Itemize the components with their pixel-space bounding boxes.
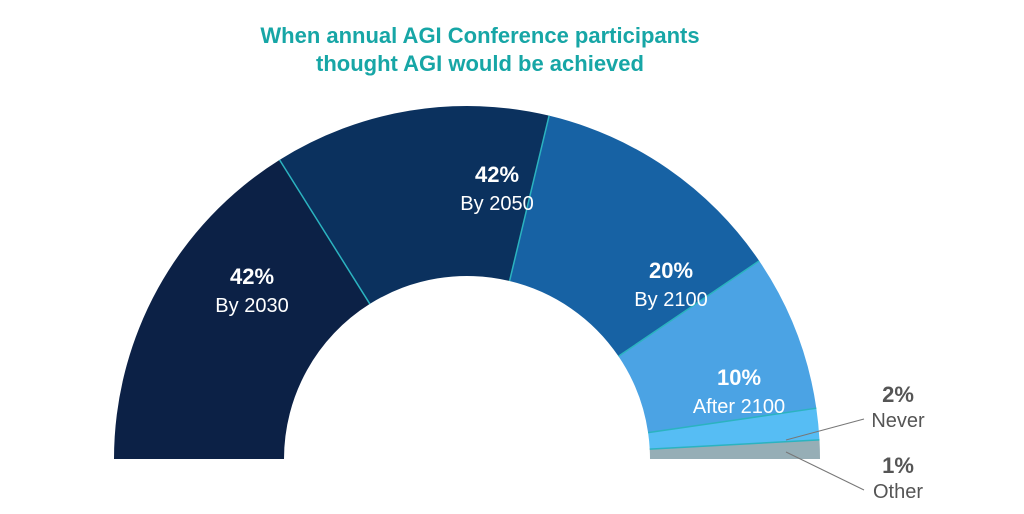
data-label-percent-other: 1% xyxy=(882,453,914,478)
data-label-percent-by-2030: 42% xyxy=(230,264,274,289)
slice-by-2100 xyxy=(509,115,760,357)
data-label-percent-after-2100: 10% xyxy=(717,365,761,390)
slice-separator xyxy=(649,439,820,450)
slice-by-2050 xyxy=(279,106,550,304)
data-label-percent-by-2100: 20% xyxy=(649,258,693,283)
slice-separator xyxy=(278,159,371,305)
slice-other xyxy=(649,439,820,459)
data-label-category-by-2050: By 2050 xyxy=(460,193,533,215)
data-label-percent-never: 2% xyxy=(882,382,914,407)
data-label-percent-by-2050: 42% xyxy=(475,162,519,187)
data-label-category-by-2100: By 2100 xyxy=(634,289,707,311)
leader-line-never xyxy=(785,418,865,441)
slice-never xyxy=(648,408,820,450)
chart-title: When annual AGI Conference participants … xyxy=(0,22,960,78)
chart-title-line-2: thought AGI would be achieved xyxy=(316,51,644,76)
data-label-category-other: Other xyxy=(873,481,923,503)
slice-by-2030 xyxy=(114,159,370,460)
data-label-category-by-2030: By 2030 xyxy=(215,295,288,317)
leader-line-other xyxy=(785,451,865,491)
chart-title-line-1: When annual AGI Conference participants xyxy=(260,23,700,48)
data-label-category-after-2100: After 2100 xyxy=(693,396,785,418)
slice-separator xyxy=(508,115,550,282)
data-label-category-never: Never xyxy=(871,410,925,432)
slice-separator xyxy=(647,407,817,434)
slice-separator xyxy=(618,260,760,357)
slice-after-2100 xyxy=(618,260,817,433)
